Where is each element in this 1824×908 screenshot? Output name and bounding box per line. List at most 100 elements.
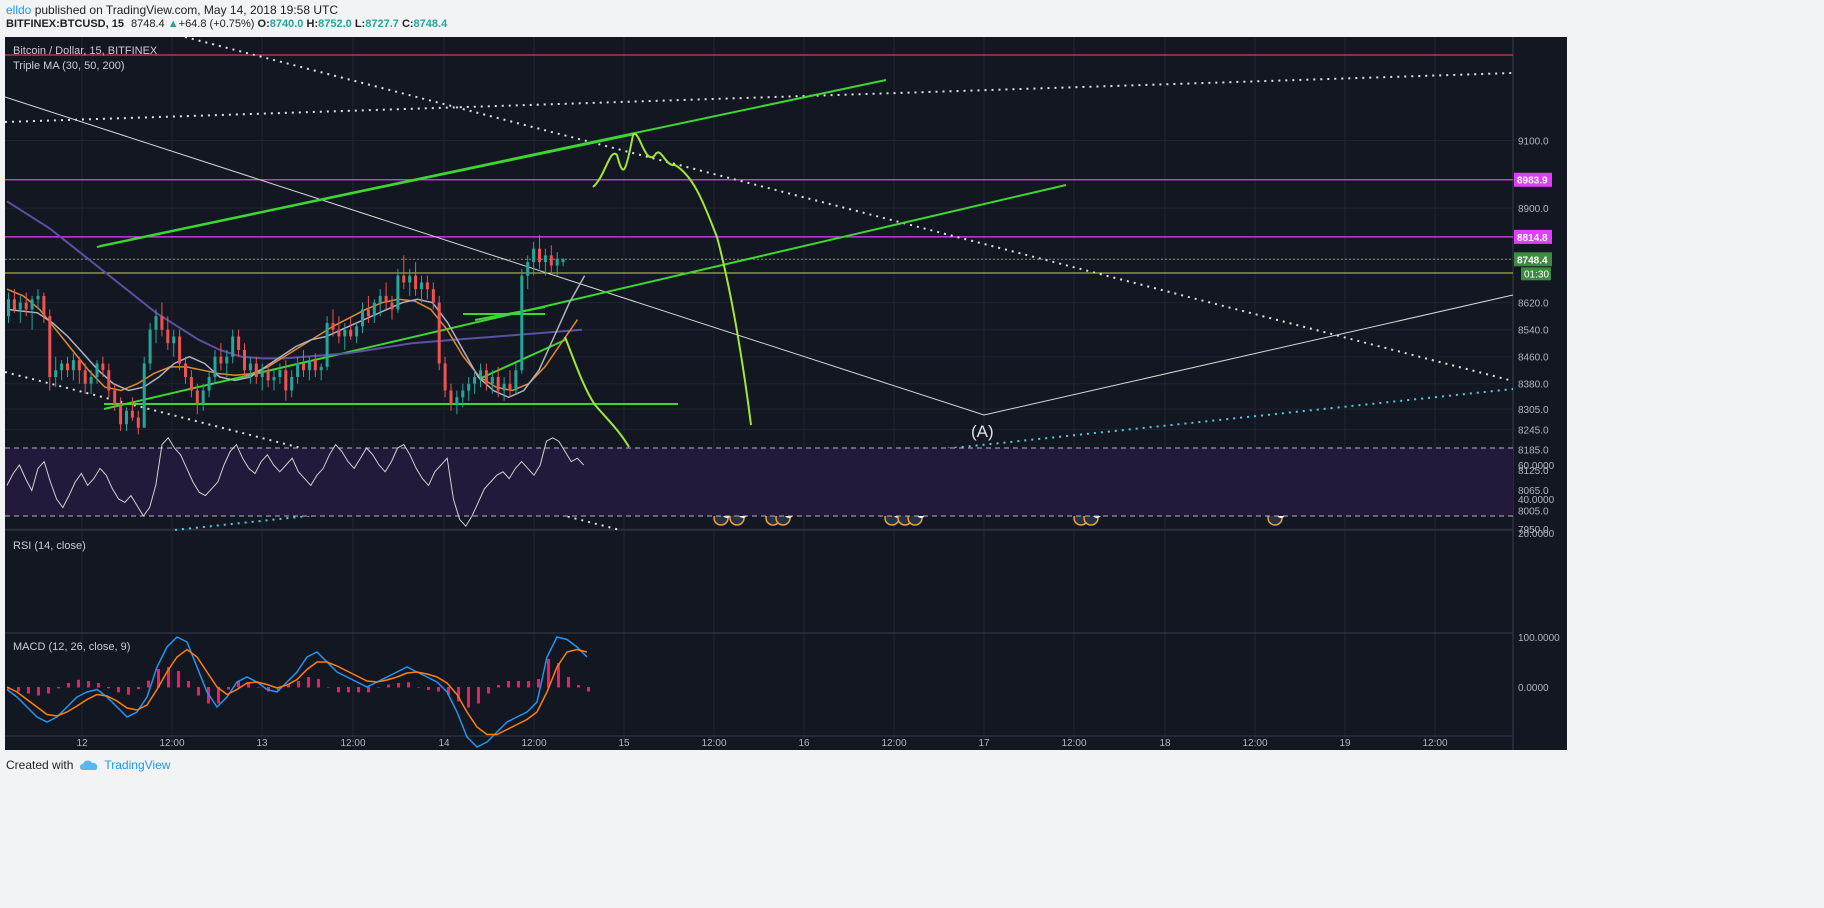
candle <box>461 383 465 408</box>
macd-histogram-bar <box>17 687 20 692</box>
candle <box>319 363 323 381</box>
candle-body <box>455 397 459 405</box>
candle-body <box>231 336 235 357</box>
candle <box>467 376 471 401</box>
candle <box>278 363 282 384</box>
candle-body <box>496 376 500 391</box>
candle-body <box>402 275 406 283</box>
candle <box>390 295 394 320</box>
macd-histogram-bar <box>427 687 430 690</box>
candle <box>160 302 164 337</box>
macd-pane-title: MACD (12, 26, close, 9) <box>13 641 131 653</box>
candle <box>425 275 429 300</box>
candle <box>107 363 111 398</box>
symbol-label: BITFINEX:BTCUSD, 15 <box>6 18 124 30</box>
candle <box>378 289 382 317</box>
candle <box>36 289 40 310</box>
candle-body <box>54 370 58 377</box>
candle <box>154 309 158 344</box>
candle-body <box>396 275 400 310</box>
candle-body <box>443 363 447 391</box>
macd-histogram-bar <box>357 687 360 693</box>
candle-body <box>148 329 152 364</box>
macd-histogram-bar <box>227 687 230 690</box>
candle <box>172 329 176 357</box>
candle-body <box>36 295 40 300</box>
macd-histogram-bar <box>257 687 260 688</box>
macd-histogram-bar <box>367 687 370 693</box>
author-link[interactable]: elldo <box>6 3 32 17</box>
macd-histogram-bar <box>437 687 440 692</box>
macd-histogram-bar <box>587 687 590 692</box>
candle-body <box>178 336 182 364</box>
macd-histogram-bar <box>327 687 330 688</box>
candle <box>290 370 294 398</box>
macd-histogram-bar <box>57 687 60 689</box>
price-tick-label: 8245.0 <box>1518 425 1549 436</box>
ohlc-bar: BITFINEX:BTCUSD, 15 8748.4 ▲+64.8 (+0.75… <box>6 18 447 30</box>
candle-body <box>526 262 530 276</box>
candle <box>166 316 170 350</box>
macd-histogram-bar <box>137 687 140 690</box>
time-tick-label: 13 <box>256 738 268 749</box>
macd-histogram-bar <box>87 681 90 688</box>
time-tick-label: 14 <box>438 738 450 749</box>
macd-line <box>6 636 588 748</box>
price-tag-last: 8748.4 <box>1517 255 1548 266</box>
dotted-trendline <box>4 72 1514 123</box>
candle-body <box>18 302 22 310</box>
candle-body <box>119 404 123 425</box>
macd-histogram-bar <box>407 682 410 688</box>
close-label: C: <box>401 18 414 30</box>
time-tick-label: 18 <box>1159 738 1171 749</box>
green-channel-line <box>99 79 887 247</box>
macd-histogram-bar <box>27 687 30 694</box>
created-with-text: Created with <box>6 758 74 772</box>
candle <box>272 370 276 391</box>
candle-body <box>337 329 341 337</box>
tradingview-logo[interactable]: TradingView <box>79 758 170 772</box>
candle-body <box>30 299 34 310</box>
macd-histogram-bar <box>127 687 130 695</box>
candle <box>237 329 241 357</box>
candle-body <box>278 370 282 377</box>
candle <box>101 356 105 377</box>
candle <box>496 366 500 398</box>
candle <box>71 353 75 381</box>
candle-body <box>467 383 471 391</box>
candle-body <box>219 356 223 364</box>
candle-body <box>420 282 423 290</box>
candle-body <box>225 356 229 364</box>
candle-body <box>24 302 28 310</box>
triple-ma-label: Triple MA (30, 50, 200) <box>13 60 125 72</box>
candle <box>343 322 347 350</box>
candle-body <box>473 376 477 384</box>
time-tick-label: 16 <box>798 738 810 749</box>
candle-body <box>349 329 353 337</box>
candle-body <box>154 316 158 330</box>
candle <box>526 255 530 290</box>
time-tick-label: 17 <box>978 738 990 749</box>
candle <box>473 370 477 394</box>
candle-body <box>561 259 565 263</box>
price-tick-label: 8460.0 <box>1518 353 1549 364</box>
candle <box>349 316 353 340</box>
macd-histogram-bar <box>487 687 490 694</box>
candle <box>12 289 16 313</box>
candle-body <box>490 376 494 384</box>
candle <box>83 363 87 394</box>
green-channel-line <box>474 306 546 321</box>
chart-area[interactable]: 9100.0 8983.9 8900.0 8814.8 8748.4 8620.0 8540… <box>4 36 1567 750</box>
candle <box>136 410 140 435</box>
candle <box>54 356 58 388</box>
macd-histogram-bar <box>277 687 280 691</box>
macd-histogram-bar <box>187 681 190 688</box>
candle-body <box>372 302 376 317</box>
macd-histogram-bar <box>467 687 470 708</box>
chart-canvas[interactable]: 9100.0 8983.9 8900.0 8814.8 8748.4 8620.0 8540… <box>4 36 1567 750</box>
candle <box>331 309 335 337</box>
change-value: +64.8 (+0.75%) <box>178 18 255 30</box>
high-label: H: <box>306 18 319 30</box>
macd-signal-line <box>6 648 588 736</box>
price-tick-label: 8305.0 <box>1518 405 1549 416</box>
